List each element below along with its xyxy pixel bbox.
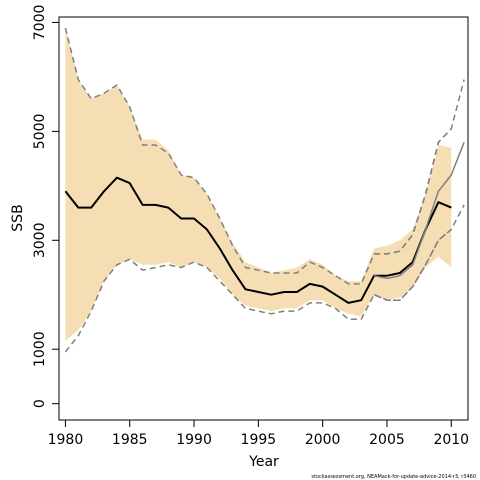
x-tick-label: 2010 bbox=[433, 432, 469, 448]
x-axis: 1980 1985 1990 1995 2000 2005 2010 bbox=[48, 420, 469, 448]
x-tick-label: 2000 bbox=[305, 432, 341, 448]
y-axis-title: SSB bbox=[10, 204, 26, 231]
confidence-band-layer bbox=[65, 27, 452, 342]
x-tick-label: 1995 bbox=[241, 432, 277, 448]
confidence-band bbox=[65, 27, 452, 342]
plot-frame bbox=[58, 16, 469, 421]
x-tick-label: 1980 bbox=[48, 432, 84, 448]
x-tick-label: 2005 bbox=[369, 432, 405, 448]
x-tick-label: 1990 bbox=[176, 432, 212, 448]
x-tick-label: 1985 bbox=[112, 432, 148, 448]
y-axis: 0 1000 3000 5000 7000 bbox=[32, 5, 59, 408]
y-tick-label: 1000 bbox=[32, 331, 48, 367]
x-axis-title: Year bbox=[248, 454, 279, 470]
ssb-forecast-upper-line bbox=[374, 79, 465, 255]
y-tick-label: 3000 bbox=[32, 222, 48, 258]
source-footnote: stockassessment.org, NEAMack-for-update-… bbox=[311, 474, 476, 480]
ssb-forecast-line bbox=[373, 142, 465, 280]
y-tick-label: 0 bbox=[32, 399, 48, 408]
y-tick-label: 5000 bbox=[32, 114, 48, 150]
series-line-layer bbox=[64, 27, 465, 353]
y-tick-label: 7000 bbox=[32, 5, 48, 41]
ssb-estimate-line bbox=[64, 176, 452, 304]
ssb-forecast-lower-line bbox=[373, 204, 465, 301]
